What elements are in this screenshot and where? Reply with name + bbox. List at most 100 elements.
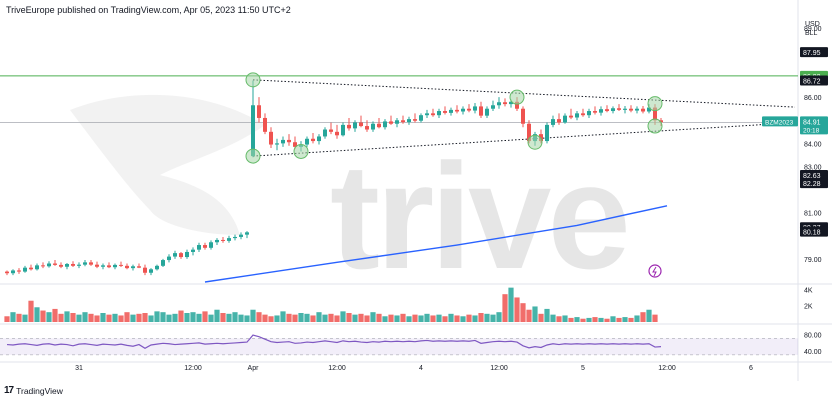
candle-body: [65, 263, 69, 267]
volume-bar: [58, 313, 64, 322]
candle-body: [71, 263, 75, 266]
volume-bar: [310, 315, 316, 322]
volume-bar: [610, 316, 616, 322]
rsi-tick-label: 40.00: [804, 349, 822, 356]
pattern-marker-circle: [509, 89, 525, 105]
time-tick-label: 12:00: [490, 365, 508, 372]
volume-bar: [274, 315, 280, 322]
volume-bar: [496, 312, 502, 322]
volume-bar: [298, 313, 304, 322]
alert-bolt-icon: [652, 266, 657, 277]
volume-bar: [472, 315, 478, 322]
candle-body: [629, 108, 633, 111]
volume-bar: [328, 313, 334, 322]
candle-body: [395, 120, 399, 124]
pattern-marker-circle: [647, 118, 663, 134]
watermark-wing-icon: [70, 94, 265, 235]
candle-body: [659, 120, 663, 123]
volume-bar: [454, 315, 460, 322]
volume-bar: [250, 309, 256, 322]
candle-body: [425, 113, 429, 116]
volume-bar: [130, 314, 136, 322]
candle-body: [635, 108, 639, 111]
volume-bar: [184, 313, 190, 322]
symbol-name-label: BZM2023: [765, 119, 794, 126]
price-scale-unit: USD BLL: [805, 20, 820, 38]
volume-bar: [400, 313, 406, 322]
tradingview-logo[interactable]: 17 TradingView: [4, 385, 63, 396]
alert-icon: [648, 264, 662, 278]
candle-body: [641, 108, 645, 112]
volume-bar: [340, 311, 346, 322]
volume-bar: [532, 306, 538, 322]
candle-body: [47, 263, 51, 267]
candle-body: [203, 245, 207, 248]
volume-bar: [598, 317, 604, 322]
price-chart[interactable]: trive4K2K80.0040.0089.0088.0086.0084.008…: [0, 0, 832, 381]
candle-body: [101, 265, 105, 267]
volume-bar: [448, 313, 454, 322]
candle-body: [653, 107, 657, 121]
time-tick-label: 12:00: [658, 365, 676, 372]
volume-bar: [148, 315, 154, 322]
volume-bar: [424, 313, 430, 322]
volume-bar: [4, 316, 10, 322]
candle-body: [251, 105, 255, 157]
candle-body: [557, 119, 561, 123]
candle-body: [197, 245, 201, 250]
volume-bar: [556, 316, 562, 322]
price-tag: [800, 47, 828, 58]
candle-body: [83, 262, 87, 265]
time-tick-label: 12:00: [184, 365, 202, 372]
volume-bar: [652, 314, 658, 322]
moving-average-line: [204, 205, 668, 283]
volume-bar: [520, 303, 526, 322]
volume-bar: [628, 317, 634, 322]
volume-bar: [124, 312, 130, 322]
volume-bar: [220, 313, 226, 322]
candle-body: [587, 111, 591, 116]
candle-body: [371, 123, 375, 130]
volume-bar: [592, 317, 598, 322]
volume-bar: [262, 314, 268, 322]
rsi-line: [6, 334, 662, 349]
candle-body: [305, 138, 309, 145]
time-tick-label: Apr: [248, 365, 260, 372]
candle-body: [461, 108, 465, 112]
last-price-label: 84.91: [803, 119, 821, 126]
candle-body: [617, 108, 621, 110]
volume-bar: [172, 313, 178, 322]
volume-bar: [406, 316, 412, 322]
volume-bar: [442, 316, 448, 322]
volume-bar: [40, 310, 46, 322]
candle-body: [623, 108, 627, 110]
volume-bar: [394, 315, 400, 322]
candle-body: [77, 264, 81, 266]
volume-bar: [550, 314, 556, 322]
candle-body: [563, 115, 567, 123]
volume-bar: [478, 313, 484, 322]
candle-body: [29, 267, 33, 270]
volume-bar: [166, 314, 172, 322]
volume-bar: [304, 313, 310, 322]
candle-body: [593, 111, 597, 113]
time-tick-label: 12:00: [328, 365, 346, 372]
candle-body: [293, 142, 297, 147]
last-price-tag: [800, 116, 828, 135]
candle-body: [59, 264, 63, 267]
volume-bar: [586, 317, 592, 322]
volume-tick-label: 2K: [804, 304, 813, 311]
candle-body: [323, 129, 327, 137]
candle-body: [233, 236, 237, 239]
price-tag-label: 80.18: [803, 230, 821, 237]
volume-bar: [460, 316, 466, 322]
volume-bar: [370, 312, 376, 322]
time-tick-label: 5: [581, 365, 585, 372]
candle-body: [23, 267, 27, 272]
volume-bar: [508, 287, 514, 322]
volume-bar: [316, 312, 322, 322]
volume-bar: [526, 309, 532, 322]
volume-bar: [634, 315, 640, 322]
candle-body: [473, 106, 477, 111]
candle-body: [599, 109, 603, 113]
